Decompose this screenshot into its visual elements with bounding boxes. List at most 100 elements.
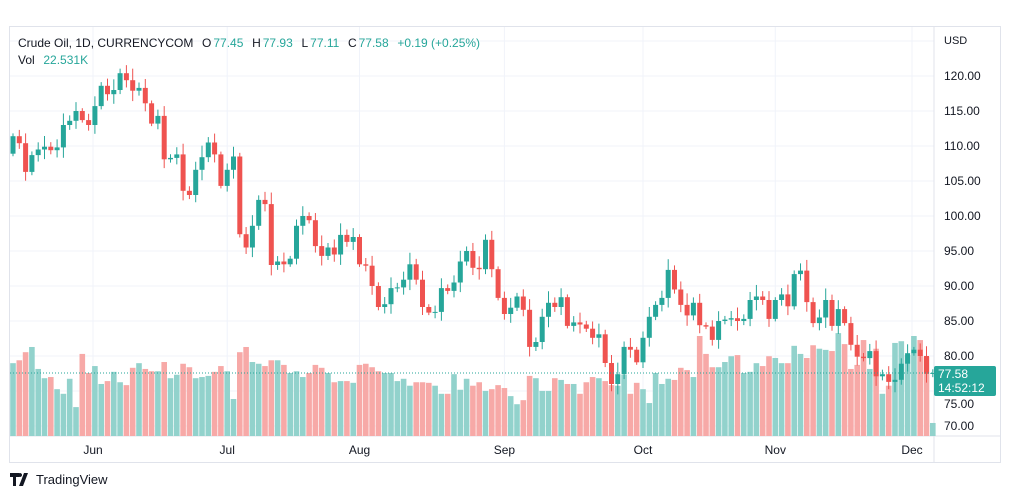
candle bbox=[243, 227, 249, 254]
candle-body bbox=[331, 247, 337, 255]
candle-body bbox=[672, 269, 677, 290]
candle-body bbox=[861, 356, 866, 359]
candle bbox=[10, 133, 16, 157]
candle bbox=[728, 311, 734, 327]
candle-body bbox=[464, 251, 470, 262]
candle-body bbox=[155, 115, 161, 124]
candle bbox=[514, 292, 520, 312]
candle-body bbox=[741, 318, 747, 321]
candle bbox=[690, 297, 696, 321]
volume-bar bbox=[413, 382, 419, 436]
volume-bar bbox=[407, 385, 413, 436]
candle bbox=[281, 252, 287, 273]
volume-bar bbox=[930, 422, 936, 436]
candle-body bbox=[262, 199, 268, 205]
candle bbox=[262, 191, 268, 212]
tradingview-logo[interactable]: TradingView bbox=[10, 472, 108, 487]
volume-bar bbox=[274, 360, 281, 436]
candle-body bbox=[382, 304, 388, 307]
candle-body bbox=[268, 204, 274, 265]
candle bbox=[873, 340, 879, 386]
candle bbox=[703, 322, 709, 330]
candle bbox=[596, 323, 602, 348]
candle bbox=[571, 316, 577, 332]
candle bbox=[627, 337, 633, 358]
candle bbox=[917, 343, 923, 362]
candle bbox=[224, 163, 230, 192]
symbol-title: Crude Oil, 1D, CURRENCYCOM bbox=[18, 36, 194, 50]
candle bbox=[533, 337, 539, 351]
candle bbox=[445, 284, 451, 295]
volume-bar bbox=[564, 383, 571, 436]
volume-bar bbox=[66, 378, 73, 436]
candle bbox=[168, 154, 173, 163]
volume-bar bbox=[734, 355, 741, 436]
candle bbox=[312, 213, 318, 253]
candle bbox=[199, 145, 205, 181]
candle-body bbox=[766, 300, 772, 319]
volume-bar bbox=[709, 367, 716, 436]
volume-bar bbox=[438, 393, 445, 436]
candle bbox=[35, 142, 41, 162]
candle bbox=[558, 288, 564, 316]
candle-body bbox=[539, 316, 545, 342]
volume-bar bbox=[325, 372, 331, 436]
volume-bar bbox=[684, 370, 690, 436]
volume-bar bbox=[381, 372, 388, 436]
volume-bar bbox=[155, 371, 161, 436]
volume-bar bbox=[690, 377, 697, 436]
volume-bar bbox=[432, 385, 438, 436]
candle-body bbox=[445, 288, 451, 291]
volume-bar bbox=[419, 382, 426, 436]
candle-body bbox=[111, 90, 117, 95]
candle bbox=[520, 289, 526, 317]
volume-bar bbox=[728, 356, 734, 436]
candle-body bbox=[747, 300, 753, 319]
price-tick-label: 120.00 bbox=[944, 69, 981, 83]
candle-body bbox=[646, 316, 652, 338]
candle bbox=[653, 301, 659, 321]
volume-bar bbox=[451, 374, 457, 436]
volume-bar bbox=[136, 363, 142, 436]
volume-bar bbox=[791, 345, 797, 436]
candle-body bbox=[325, 247, 331, 256]
volume-bar bbox=[470, 385, 476, 436]
candle-body bbox=[205, 142, 211, 158]
candle-body bbox=[798, 270, 803, 275]
candle-body bbox=[420, 279, 425, 307]
candle bbox=[369, 255, 375, 295]
candle bbox=[86, 113, 92, 131]
volume-bar bbox=[142, 368, 149, 436]
candle-body bbox=[879, 374, 885, 377]
candle-body bbox=[583, 324, 589, 329]
candle-body bbox=[10, 136, 16, 154]
candle bbox=[413, 258, 419, 285]
volume-bar bbox=[79, 353, 86, 436]
volume-bar bbox=[646, 403, 653, 436]
candle-body bbox=[533, 342, 539, 347]
candle-body bbox=[867, 351, 873, 359]
candle bbox=[546, 291, 551, 328]
volume-bar bbox=[211, 371, 218, 436]
volume-bar bbox=[772, 357, 779, 436]
candle-body bbox=[161, 115, 167, 160]
candle-body bbox=[678, 289, 684, 305]
candle bbox=[350, 228, 356, 250]
candle bbox=[451, 275, 457, 298]
candle bbox=[294, 219, 299, 265]
volume-bar bbox=[230, 399, 237, 436]
candle-body bbox=[105, 85, 110, 95]
volume-bar bbox=[652, 372, 659, 436]
volume-bar bbox=[885, 385, 892, 436]
candle bbox=[237, 152, 243, 238]
candle bbox=[306, 212, 312, 224]
candle bbox=[205, 137, 211, 163]
candle bbox=[779, 288, 785, 306]
volume-bar bbox=[35, 368, 41, 436]
price-tick-label: 70.00 bbox=[944, 419, 974, 433]
candle bbox=[508, 297, 514, 323]
volume-bar bbox=[73, 407, 79, 436]
candle bbox=[489, 230, 495, 278]
candle-body bbox=[319, 246, 325, 256]
